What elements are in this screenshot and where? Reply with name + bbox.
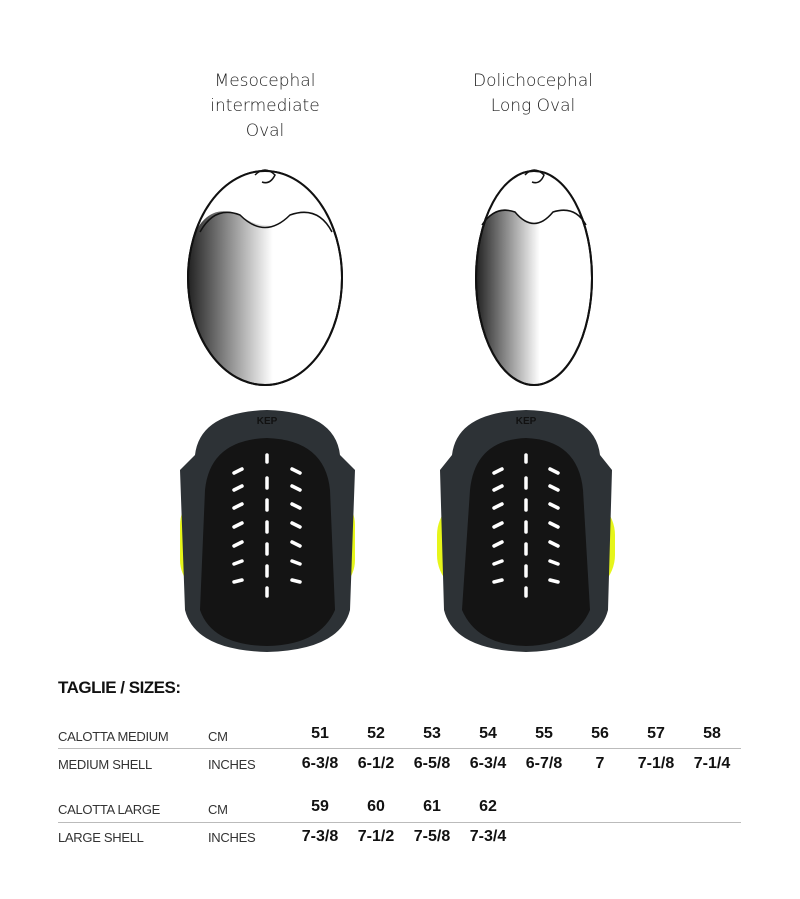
row-label: MEDIUM SHELL <box>58 757 152 772</box>
size-cm-value: 56 <box>591 725 609 742</box>
size-cm-value: 55 <box>535 725 553 742</box>
size-cm-value: 54 <box>479 725 497 742</box>
shape-title-dolichocephal: Dolichocephal Long Oval <box>453 69 613 119</box>
size-inch-value: 7-1/2 <box>357 828 395 845</box>
size-cm-value: 53 <box>423 725 441 742</box>
size-inch-value: 7-3/8 <box>301 828 339 845</box>
row-label: CALOTTA LARGE <box>58 802 161 817</box>
unit-label: CM <box>208 729 228 744</box>
unit-label: INCHES <box>208 757 256 772</box>
size-inch-value: 6-7/8 <box>525 755 563 772</box>
unit-label: INCHES <box>208 830 256 845</box>
row-label: LARGE SHELL <box>58 830 144 845</box>
kep-logo: KEP <box>257 416 278 427</box>
size-inch-value: 7-5/8 <box>413 828 451 845</box>
size-inch-value: 7-1/4 <box>693 755 731 772</box>
title-line: Oval <box>245 121 285 141</box>
kep-logo: KEP <box>516 416 537 427</box>
size-inch-value: 6-1/2 <box>357 755 395 772</box>
dolichocephal-head-icon <box>475 169 593 386</box>
size-cm-value: 57 <box>647 725 665 742</box>
size-cm-value: 52 <box>367 725 385 742</box>
sizes-heading: TAGLIE / SIZES: <box>58 678 181 697</box>
unit-label: CM <box>208 802 228 817</box>
size-inch-value: 6-5/8 <box>413 755 451 772</box>
row-divider <box>58 748 741 749</box>
title-line: Long Oval <box>490 96 576 116</box>
title-line: Dolichocephal <box>473 71 593 91</box>
size-cm-value: 62 <box>479 798 497 815</box>
size-cm-value: 60 <box>367 798 385 815</box>
size-cm-value: 61 <box>423 798 441 815</box>
size-cm-value: 59 <box>311 798 329 815</box>
shape-title-mesocephal: Mesocephal intermediate Oval <box>185 69 345 144</box>
size-inch-value: 7-1/8 <box>637 755 675 772</box>
size-inch-value: 6-3/8 <box>301 755 339 772</box>
size-cm-value: 58 <box>703 725 721 742</box>
medium-shell-liner-image: KEP <box>180 410 355 652</box>
title-line: Mesocephal <box>214 71 316 91</box>
head-illustrations: KEP KEP <box>180 169 615 652</box>
row-label: CALOTTA MEDIUM <box>58 729 169 744</box>
mesocephal-head-icon <box>187 169 343 386</box>
large-shell-liner-image: KEP <box>437 410 615 652</box>
size-inch-value: 7-3/4 <box>469 828 507 845</box>
size-cm-value: 51 <box>311 725 329 742</box>
title-line: intermediate <box>210 96 320 116</box>
size-inch-value: 6-3/4 <box>469 755 507 772</box>
size-inch-value: 7 <box>595 755 605 772</box>
row-divider <box>58 822 741 823</box>
